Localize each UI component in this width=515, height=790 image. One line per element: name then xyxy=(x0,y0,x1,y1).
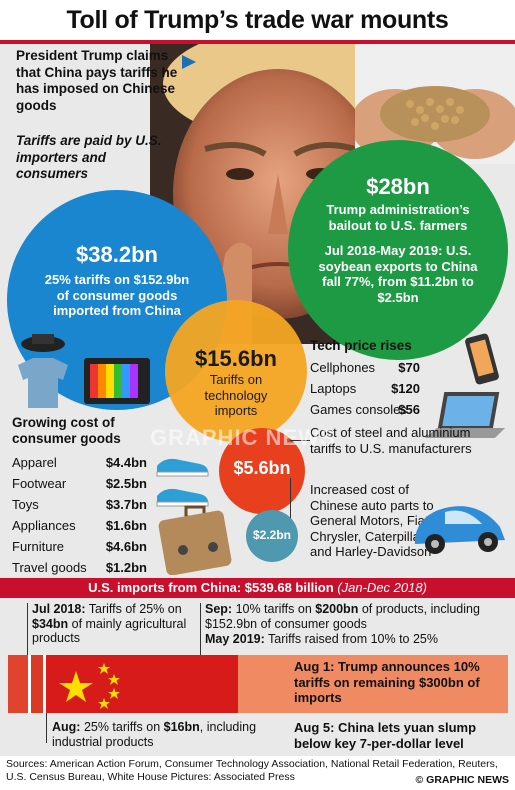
timeline-text: 10% tariffs on xyxy=(232,602,316,616)
soybean-exports-text: Jul 2018-May 2019: U.S. soybean exports … xyxy=(318,243,478,305)
consumer-row-value: $1.6bn xyxy=(105,518,147,533)
consumer-row-value: $3.7bn xyxy=(105,497,147,512)
farm-bailout-amount: $28bn xyxy=(366,174,430,199)
consumer-row-value: $4.4bn xyxy=(105,455,147,470)
timeline-date: Jul 2018: xyxy=(32,602,86,616)
shoe-icon xyxy=(155,482,210,513)
auto-parts-text: Increased cost of Chinese auto parts to … xyxy=(310,482,434,559)
tech-row-label: Games consoles xyxy=(310,402,407,417)
timeline-tick xyxy=(27,603,28,655)
timeline-text: Tariffs raised from 10% to 25% xyxy=(264,632,438,646)
car-icon xyxy=(410,492,510,567)
suitcase-icon xyxy=(158,505,233,580)
tech-row-label: Cellphones xyxy=(310,360,376,375)
timeline-date: May 2019: xyxy=(205,632,265,646)
tech-tariffs-circle: $15.6bn Tariffs on technology imports xyxy=(165,300,307,442)
timeline-amount: $16bn xyxy=(163,720,200,734)
connector-line xyxy=(290,478,291,518)
tech-price-panel: Tech price rises xyxy=(310,338,420,353)
steel-tariffs-amount: $5.6bn xyxy=(233,458,291,478)
timeline-text: of products, including $152.9bn of consu… xyxy=(205,602,480,631)
timeline-date: Aug: xyxy=(52,720,81,734)
timeline-tick xyxy=(46,713,47,743)
timeline-aug-2018: Aug: 25% tariffs on $16bn, including ind… xyxy=(52,720,272,749)
claim-rebuttal: Tariffs are paid by U.S. importers and c… xyxy=(16,133,162,181)
consumer-row-label: Appliances xyxy=(12,518,76,533)
auto-parts-circle: $2.2bn xyxy=(246,510,298,562)
aug5-yuan: Aug 5: China lets yuan slump below key 7… xyxy=(294,720,477,751)
watermark: GRAPHIC NEWS xyxy=(150,425,336,450)
tech-row-label: Laptops xyxy=(310,381,357,396)
consumer-row-label: Furniture xyxy=(12,539,65,554)
claim-pointer-icon xyxy=(182,55,196,69)
tech-row-value: $70 xyxy=(398,360,420,375)
consumer-row: Toys $3.7bn xyxy=(12,497,147,513)
laptop-icon xyxy=(425,388,510,458)
timeline-bar xyxy=(8,655,508,713)
trump-claim: President Trump claims that China pays t… xyxy=(16,48,178,113)
shoe-icon xyxy=(155,452,210,483)
consumer-row-label: Apparel xyxy=(12,455,57,470)
tech-row-value: $120 xyxy=(391,381,420,396)
sources-text: Sources: American Action Forum, Consumer… xyxy=(6,758,498,783)
tech-tariffs-text: Tariffs on technology imports xyxy=(204,372,268,418)
consumer-tariffs-amount: $38.2bn xyxy=(76,242,158,267)
steel-tariffs-text: Cost of steel and aluminium tariffs to U… xyxy=(310,425,472,456)
aug1-announcement: Aug 1: Trump announces 10% tariffs on re… xyxy=(294,659,480,705)
consumer-row-value: $4.6bn xyxy=(105,539,147,554)
tech-row-value: $56 xyxy=(398,402,420,417)
timeline-sep: Sep: 10% tariffs on $200bn of products, … xyxy=(205,602,505,631)
consumer-goods-header: Growing cost of consumer goods xyxy=(12,415,121,446)
consumer-row: Footwear $2.5bn xyxy=(12,476,147,492)
timeline-may-2019: May 2019: Tariffs raised from 10% to 25% xyxy=(205,632,505,647)
credit: © GRAPHIC NEWS xyxy=(415,774,510,786)
timeline-amount: $200bn xyxy=(315,602,359,616)
timeline-amount: $34bn xyxy=(32,616,69,631)
consumer-row-value: $1.2bn xyxy=(105,560,147,575)
imports-band-text: U.S. imports from China: $539.68 billion xyxy=(88,580,334,595)
consumer-tariffs-text: 25% tariffs on $152.9bn of consumer good… xyxy=(44,272,190,318)
farm-bailout-text: Trump administration’s bailout to U.S. f… xyxy=(326,202,470,233)
page-title: Toll of Trump’s trade war mounts xyxy=(0,0,515,40)
imports-band-period: (Jan-Dec 2018) xyxy=(337,580,427,595)
timeline-tick xyxy=(200,603,201,663)
consumer-row-label: Footwear xyxy=(12,476,67,491)
flag-china-icon xyxy=(59,663,120,709)
consumer-row-value: $2.5bn xyxy=(105,476,147,491)
timeline-date: Sep: xyxy=(205,602,233,616)
consumer-row: Appliances $1.6bn xyxy=(12,518,147,534)
timeline-text: , including industrial products xyxy=(52,720,257,749)
tech-row: Laptops $120 xyxy=(310,381,420,397)
connector-line xyxy=(290,440,310,441)
tech-row: Cellphones $70 xyxy=(310,360,420,376)
tech-price-header: Tech price rises xyxy=(310,338,412,353)
shirt-icon xyxy=(8,330,78,415)
timeline-jul-2018: Jul 2018: Tariffs of 25% on $34bn of mai… xyxy=(32,602,197,646)
timeline-text: of mainly agricultural products xyxy=(32,616,187,646)
tech-tariffs-amount: $15.6bn xyxy=(195,346,277,371)
tv-icon xyxy=(82,352,154,415)
consumer-row: Furniture $4.6bn xyxy=(12,539,147,555)
consumer-goods-panel: Growing cost of consumer goods xyxy=(12,415,152,447)
cellphone-icon xyxy=(462,333,502,393)
farm-bailout-circle: $28bn Trump administration’s bailout to … xyxy=(288,140,508,360)
auto-parts-amount: $2.2bn xyxy=(252,528,291,542)
consumer-row: Apparel $4.4bn xyxy=(12,455,147,471)
consumer-row-label: Travel goods xyxy=(12,560,87,575)
timeline-text: Tariffs of 25% on xyxy=(85,602,182,616)
tech-row: Games consoles $56 xyxy=(310,402,420,418)
consumer-row: Travel goods $1.2bn xyxy=(12,560,147,576)
timeline-text: 25% tariffs on xyxy=(80,720,164,734)
imports-band: U.S. imports from China: $539.68 billion… xyxy=(0,578,515,598)
sources: Sources: American Action Forum, Consumer… xyxy=(0,756,515,790)
consumer-row-label: Toys xyxy=(12,497,39,512)
title-rule xyxy=(0,40,515,44)
